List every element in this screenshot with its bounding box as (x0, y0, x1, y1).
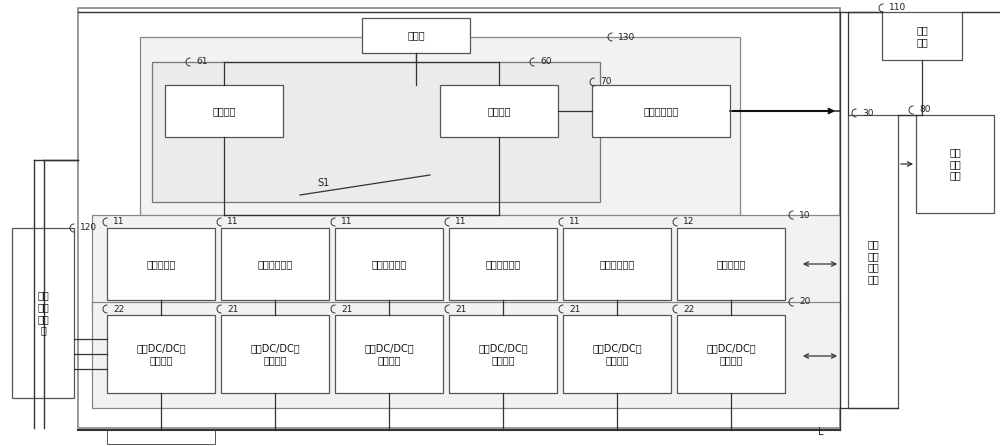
Text: 20: 20 (799, 297, 810, 306)
Text: 22: 22 (683, 305, 694, 314)
Bar (440, 85, 558, 137)
Bar (107, 430, 215, 444)
Text: 第二DC/DC变
换器单元: 第二DC/DC变 换器单元 (136, 343, 186, 365)
Bar (152, 62, 600, 202)
Text: 60: 60 (540, 58, 552, 66)
Text: 第一DC/DC变
换器单元: 第一DC/DC变 换器单元 (592, 343, 642, 365)
Bar (592, 85, 730, 137)
Text: 模式
选择
单元: 模式 选择 单元 (949, 147, 961, 181)
Text: 燃料电池单元: 燃料电池单元 (485, 259, 521, 269)
Text: 第一DC/DC变
换器单元: 第一DC/DC变 换器单元 (250, 343, 300, 365)
Bar (107, 315, 215, 393)
Text: L: L (818, 427, 824, 437)
Text: 蓄电池单元: 蓄电池单元 (146, 259, 176, 269)
Bar (677, 228, 785, 300)
Bar (362, 18, 470, 53)
Bar (78, 8, 840, 428)
Text: 11: 11 (341, 218, 352, 227)
Bar (335, 228, 443, 300)
Text: 10: 10 (799, 211, 810, 219)
Text: 21: 21 (341, 305, 352, 314)
Text: 第二DC/DC变
换器单元: 第二DC/DC变 换器单元 (706, 343, 756, 365)
Text: 21: 21 (227, 305, 238, 314)
Text: 不间
断电
源单
元: 不间 断电 源单 元 (37, 291, 49, 335)
Bar (563, 228, 671, 300)
Text: 第一DC/DC变
换器单元: 第一DC/DC变 换器单元 (364, 343, 414, 365)
Bar (335, 315, 443, 393)
Bar (221, 228, 329, 300)
Bar (916, 115, 994, 213)
Bar (107, 228, 215, 300)
Bar (92, 302, 840, 408)
Text: 氢气瓶组: 氢气瓶组 (487, 106, 511, 116)
Text: 蓄电池单元: 蓄电池单元 (716, 259, 746, 269)
Text: 11: 11 (113, 218, 124, 227)
Text: 110: 110 (889, 4, 906, 12)
Text: 燃料电池单元: 燃料电池单元 (371, 259, 407, 269)
Text: S1: S1 (317, 178, 329, 188)
Bar (92, 215, 840, 313)
Text: 燃料电池单元: 燃料电池单元 (257, 259, 293, 269)
Bar (563, 315, 671, 393)
Text: 11: 11 (227, 218, 239, 227)
Text: 启动
开关: 启动 开关 (916, 25, 928, 47)
Bar (848, 115, 898, 408)
Text: 70: 70 (600, 78, 612, 87)
Text: 61: 61 (196, 58, 208, 66)
Bar (882, 12, 962, 60)
Text: 能量
综合
管理
模块: 能量 综合 管理 模块 (867, 239, 879, 284)
Text: 氢气瓶组: 氢气瓶组 (212, 106, 236, 116)
Text: 21: 21 (569, 305, 580, 314)
Bar (449, 315, 557, 393)
Bar (221, 315, 329, 393)
Text: 130: 130 (618, 33, 635, 41)
Text: 加注口: 加注口 (407, 30, 425, 41)
Text: 11: 11 (569, 218, 580, 227)
Text: 燃料电池单元: 燃料电池单元 (599, 259, 635, 269)
Text: 第一DC/DC变
换器单元: 第一DC/DC变 换器单元 (478, 343, 528, 365)
Bar (12, 228, 74, 398)
Bar (165, 85, 283, 137)
Text: 120: 120 (80, 223, 97, 232)
Text: 12: 12 (683, 218, 694, 227)
Bar (677, 315, 785, 393)
Bar (449, 228, 557, 300)
Text: 30: 30 (862, 108, 874, 117)
Bar (140, 37, 740, 217)
Text: 11: 11 (455, 218, 466, 227)
Text: 21: 21 (455, 305, 466, 314)
Text: 氢系统控制器: 氢系统控制器 (643, 106, 679, 116)
Text: 22: 22 (113, 305, 124, 314)
Text: 80: 80 (919, 106, 930, 115)
